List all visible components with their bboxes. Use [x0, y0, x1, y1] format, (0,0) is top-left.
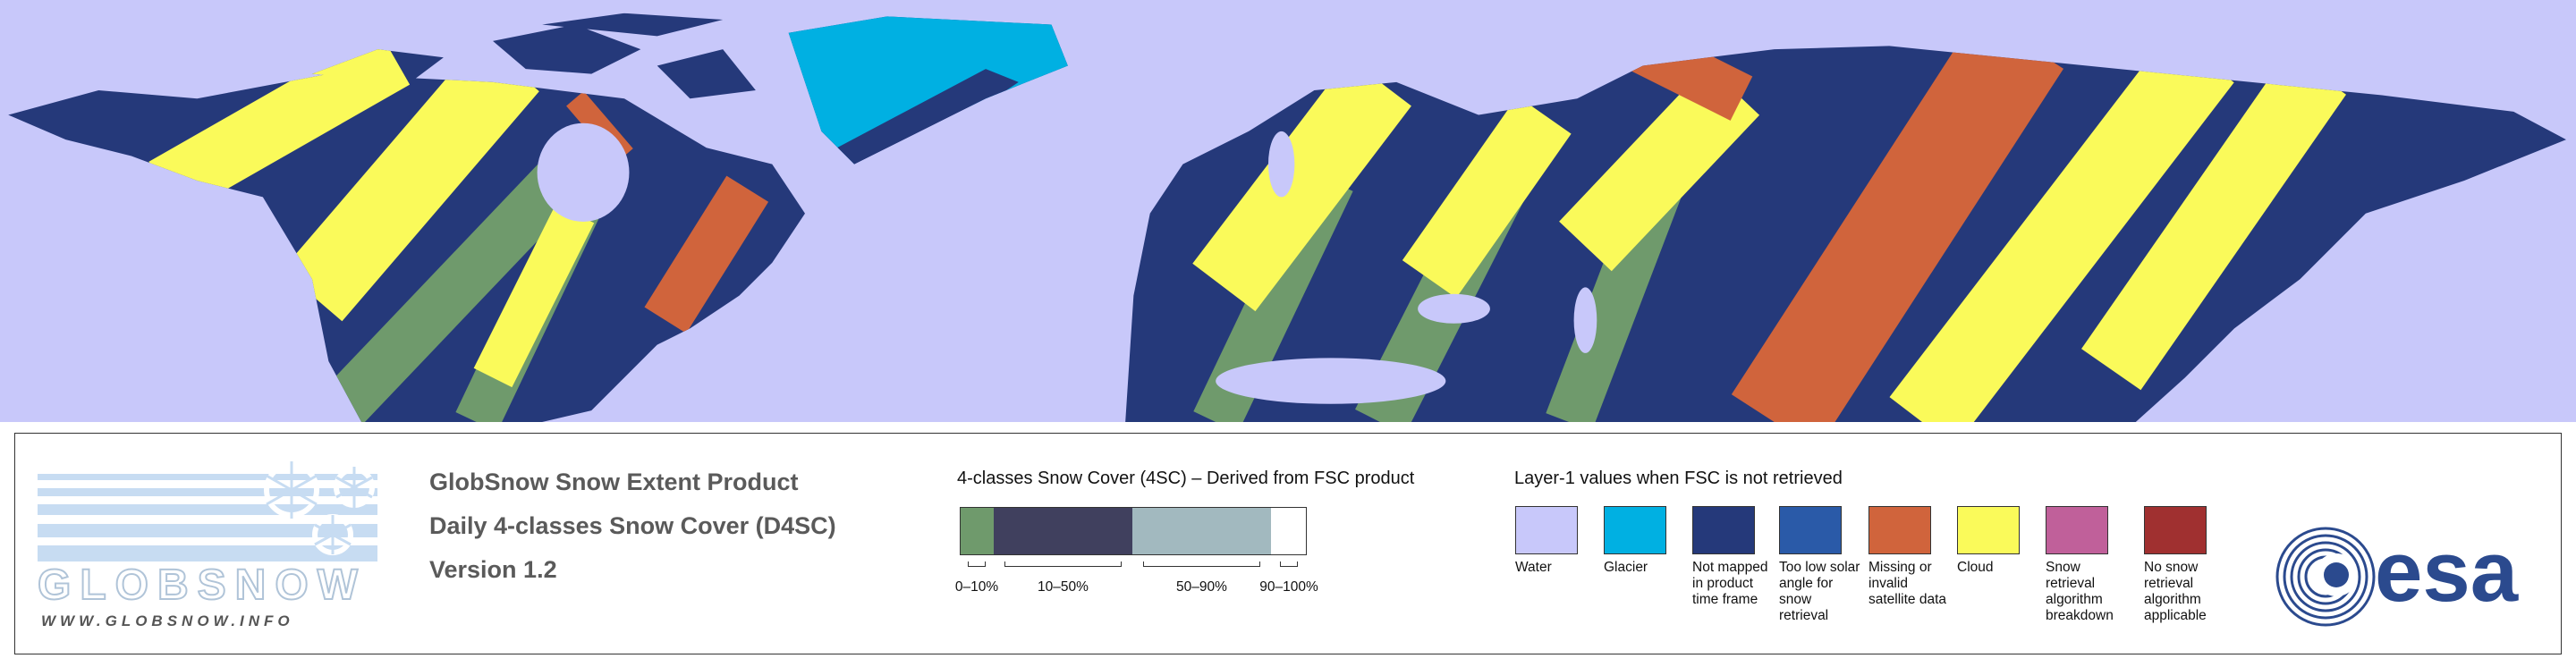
header-line: Version 1.2 [429, 556, 557, 583]
legend-swatch [1779, 506, 1842, 554]
scale-segment [1271, 507, 1307, 555]
legend-swatch [1515, 506, 1578, 554]
esa-text: esa [2375, 524, 2519, 620]
snow-map [0, 0, 2576, 422]
legend-panel [14, 433, 2562, 654]
logo-name: GLOBSNOW [38, 561, 367, 609]
legend-swatch [2144, 506, 2207, 554]
scale-segment [960, 507, 994, 555]
scale-bracket [1143, 561, 1260, 567]
scale-bracket [1004, 561, 1122, 567]
legend-label: Cloud [1957, 560, 1994, 575]
header-line: GlobSnow Snow Extent Product [429, 469, 799, 495]
layer1-title: Layer-1 values when FSC is not retrieved [1514, 469, 1843, 488]
scale-title: 4-classes Snow Cover (4SC) – Derived fro… [957, 469, 1415, 488]
header-line: Daily 4-classes Snow Cover (D4SC) [429, 512, 836, 539]
scale-label: 50–90% [1176, 579, 1227, 595]
legend-swatch [1957, 506, 2020, 554]
globsnow-logo: GLOBSNOW WWW.GLOBSNOW.INFO [37, 461, 377, 629]
esa-emblem [2275, 527, 2376, 627]
legend-label: Missing or invalid satellite data [1868, 560, 1947, 607]
scale-label: 10–50% [1038, 579, 1089, 595]
scale-segment [1132, 507, 1271, 555]
legend-label: No snow retrieval algorithm applicable [2144, 560, 2207, 623]
scale-label: 0–10% [954, 579, 999, 595]
legend-swatch [1604, 506, 1666, 554]
scale-label: 90–100% [1259, 579, 1318, 595]
legend-label: Too low solar angle for snow retrieval [1779, 560, 1860, 623]
scale-segment [994, 507, 1132, 555]
legend-label: Glacier [1604, 560, 1648, 575]
legend-label: Water [1515, 560, 1552, 575]
legend-label: Not mapped in product time frame [1692, 560, 1768, 607]
legend-swatch [1868, 506, 1931, 554]
logo-url: WWW.GLOBSNOW.INFO [41, 612, 294, 629]
legend-label: Snow retrieval algorithm breakdown [2046, 560, 2114, 623]
legend-swatch [2046, 506, 2108, 554]
scale-bracket [1280, 561, 1298, 567]
scale-bracket [968, 561, 986, 567]
legend-swatch [1692, 506, 1755, 554]
